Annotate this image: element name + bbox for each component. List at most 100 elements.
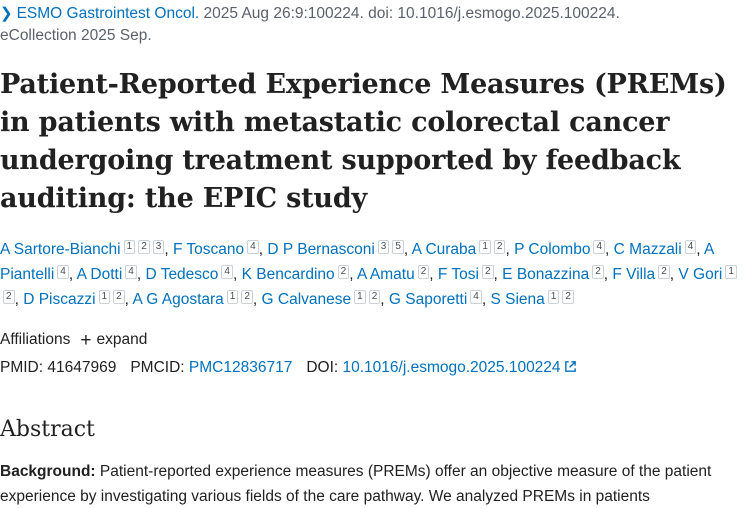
author-link[interactable]: D Piscazzi (23, 291, 96, 308)
affiliation-number[interactable]: 2 (138, 240, 150, 254)
author-link[interactable]: A Dotti (76, 266, 123, 283)
affiliation-number[interactable]: 4 (247, 240, 259, 254)
affiliation-number[interactable]: 1 (354, 290, 366, 304)
author-separator: , (68, 266, 77, 283)
author-separator: , (124, 291, 133, 308)
author-link[interactable]: F Tosi (437, 266, 479, 283)
author-link[interactable]: D P Bernasconi (267, 241, 375, 258)
plus-icon: + (80, 330, 92, 351)
author-link[interactable]: C Mazzali (613, 241, 682, 258)
author-link[interactable]: A Curaba (411, 241, 477, 258)
author-item: A Sartore-Bianchi 1 2 3 (0, 240, 165, 258)
author-item: G Saporetti 4 (388, 290, 482, 308)
background-text: Patient-reported experience measures (PR… (0, 463, 712, 505)
affiliation-number[interactable]: 4 (125, 265, 137, 279)
author-link[interactable]: E Bonazzina (502, 266, 590, 283)
affiliation-number[interactable]: 4 (470, 290, 482, 304)
affiliation-number[interactable]: 1 (725, 265, 737, 279)
ecollection-text: eCollection 2025 Sep. (0, 27, 152, 44)
chevron-right-icon: ❯ (0, 5, 13, 22)
author-item: D Tedesco 4 (145, 265, 233, 283)
author-separator: , (252, 291, 262, 308)
expand-label: expand (96, 331, 148, 348)
author-item: F Tosi 2 (437, 265, 494, 283)
affiliation-number[interactable]: 2 (241, 290, 253, 304)
author-link[interactable]: A Sartore-Bianchi (0, 241, 121, 258)
author-item: E Bonazzina 2 (502, 265, 604, 283)
author-link[interactable]: V Gori (678, 266, 723, 283)
author-separator: , (164, 241, 173, 258)
author-link[interactable]: A Piantelli (0, 241, 714, 283)
author-item: D P Bernasconi 3 5 (267, 240, 404, 258)
author-separator: , (669, 266, 679, 283)
author-link[interactable]: G Saporetti (388, 291, 468, 308)
affiliation-number[interactable]: 1 (98, 290, 111, 304)
affiliation-number[interactable]: 3 (377, 240, 390, 254)
author-separator: , (493, 266, 503, 283)
affiliation-number[interactable]: 4 (593, 240, 606, 254)
author-item: C Mazzali 4 (613, 240, 697, 258)
citation-line: ❯ ESMO Gastrointest Oncol. 2025 Aug 26:9:… (0, 3, 748, 47)
author-item: F Toscano 4 (172, 240, 259, 258)
affiliation-number[interactable]: 2 (417, 265, 430, 279)
author-separator: , (429, 266, 438, 283)
author-link[interactable]: D Tedesco (145, 266, 219, 283)
affiliation-number[interactable]: 2 (592, 265, 604, 279)
affiliation-number[interactable]: 2 (658, 265, 670, 279)
affiliation-number[interactable]: 2 (481, 265, 494, 279)
author-link[interactable]: A Amatu (357, 266, 415, 283)
doi-label: DOI: (306, 359, 343, 376)
author-separator: , (696, 241, 705, 258)
author-item: A Dotti 4 (76, 265, 137, 283)
author-separator: , (258, 241, 268, 258)
expand-affiliations-button[interactable]: + expand (80, 330, 148, 351)
author-separator: , (505, 241, 515, 258)
affiliation-number[interactable]: 1 (479, 240, 491, 254)
affiliation-number[interactable]: 1 (547, 290, 560, 304)
author-link[interactable]: F Villa (612, 266, 656, 283)
author-separator: , (403, 241, 412, 258)
affiliation-number[interactable]: 2 (493, 240, 506, 254)
author-link[interactable]: G Calvanese (261, 291, 352, 308)
author-link[interactable]: K Bencardino (241, 266, 335, 283)
author-separator: , (349, 266, 357, 283)
author-separator: , (380, 291, 389, 308)
abstract-heading: Abstract (0, 417, 95, 442)
journal-link[interactable]: ESMO Gastrointest Oncol. (16, 5, 200, 22)
affiliation-number[interactable]: 1 (226, 290, 239, 304)
affiliation-number[interactable]: 2 (3, 290, 15, 304)
author-link[interactable]: F Toscano (172, 241, 245, 258)
affiliation-number[interactable]: 2 (368, 290, 381, 304)
pmid-label: PMID: (0, 359, 48, 376)
affiliation-number[interactable]: 2 (113, 290, 125, 304)
doi-link[interactable]: 10.1016/j.esmogo.2025.100224 (343, 359, 577, 376)
affiliation-number[interactable]: 1 (123, 240, 136, 254)
author-item: A Curaba 1 2 (411, 240, 506, 258)
author-separator: , (603, 266, 613, 283)
affiliation-number[interactable]: 4 (684, 240, 697, 254)
abstract-background: Background: Patient-reported experience … (0, 459, 748, 509)
author-separator: , (14, 291, 24, 308)
affiliation-number[interactable]: 2 (337, 265, 350, 279)
author-item: F Villa 2 (612, 265, 670, 283)
affiliation-number[interactable]: 4 (221, 265, 233, 279)
author-link[interactable]: P Colombo (514, 241, 591, 258)
doi-link-text: 10.1016/j.esmogo.2025.100224 (342, 359, 561, 376)
author-separator: , (136, 266, 146, 283)
affiliation-number[interactable]: 2 (562, 290, 574, 304)
identifiers-row: PMID: 41647969 PMCID: PMC12836717 DOI: 10.… (0, 357, 577, 379)
author-link[interactable]: A G Agostara (132, 291, 224, 308)
author-item: V Gori 12 (0, 265, 737, 308)
author-link[interactable]: S Siena (490, 291, 545, 308)
affiliation-number[interactable]: 4 (57, 265, 69, 279)
affiliation-number[interactable]: 5 (392, 240, 404, 254)
affiliations-label: Affiliations (0, 331, 71, 348)
pmcid-link[interactable]: PMC12836717 (188, 359, 293, 376)
author-separator: , (481, 291, 491, 308)
external-link-icon (564, 361, 576, 372)
author-item: S Siena 1 2 (490, 290, 574, 308)
author-item: K Bencardino 2 (241, 265, 350, 283)
author-separator: , (605, 241, 614, 258)
affiliation-number[interactable]: 3 (152, 240, 165, 254)
author-item: D Piscazzi 1 2 (23, 290, 125, 308)
